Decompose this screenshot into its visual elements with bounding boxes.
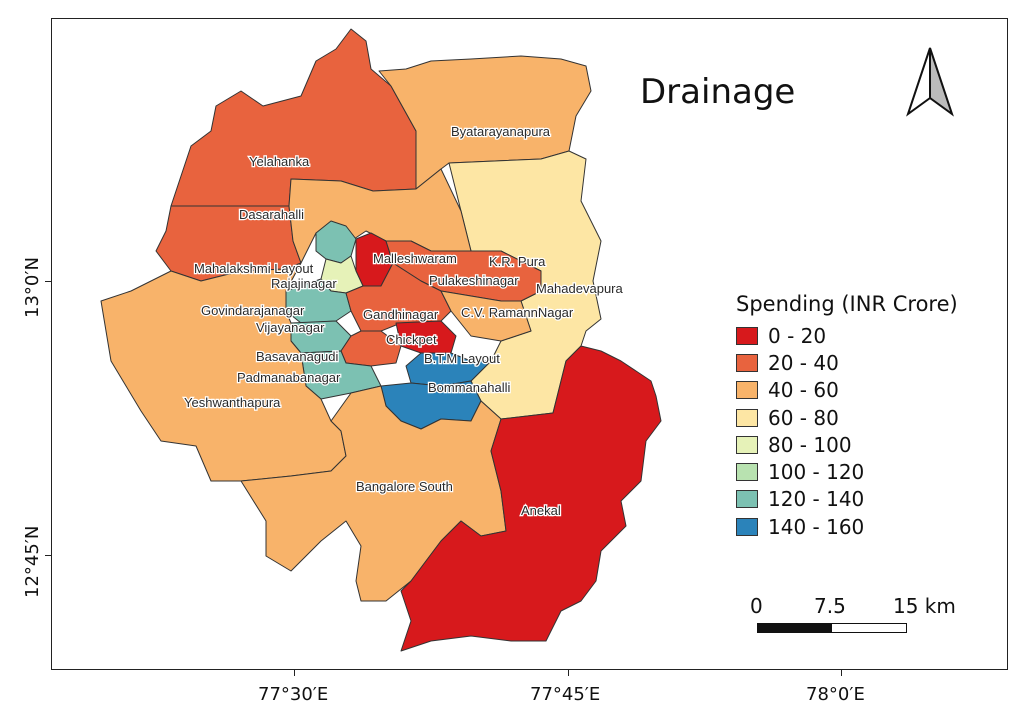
x-tick-mark bbox=[841, 670, 842, 676]
place-label: Mahalakshmi Layout bbox=[194, 261, 314, 276]
legend-item: 100 - 120 bbox=[736, 458, 864, 485]
legend-swatch bbox=[736, 517, 758, 536]
legend-item: 140 - 160 bbox=[736, 513, 864, 540]
y-tick-mark bbox=[45, 555, 51, 556]
region-anekal[interactable] bbox=[400, 345, 662, 652]
legend-swatch bbox=[736, 381, 758, 400]
scale-bar bbox=[757, 623, 907, 633]
place-label: K.R. Pura bbox=[489, 254, 546, 269]
scale-label-0: 0 bbox=[750, 594, 763, 618]
legend-swatch bbox=[736, 408, 758, 427]
x-tick-label: 77°45′E bbox=[530, 684, 601, 705]
place-label: Gandhinagar bbox=[363, 307, 439, 322]
place-label: Yelahanka bbox=[249, 154, 310, 169]
place-label: Padmanabanagar bbox=[237, 370, 341, 385]
place-label: Vijayanagar bbox=[256, 320, 325, 335]
y-tick-label: 13°0′N bbox=[22, 257, 43, 318]
scale-label-mid: 7.5 bbox=[814, 594, 846, 618]
x-tick-label: 78°0′E bbox=[806, 684, 865, 705]
region-cv-ramannagar[interactable] bbox=[440, 290, 532, 342]
legend-label: 100 - 120 bbox=[768, 460, 865, 485]
place-label: Pulakeshinagar bbox=[429, 273, 519, 288]
legend-swatch bbox=[736, 463, 758, 482]
place-label: Bangalore South bbox=[356, 479, 453, 494]
legend-swatch bbox=[736, 435, 758, 454]
place-label: Mahadevapura bbox=[536, 281, 623, 296]
place-label: Basavanagudi bbox=[256, 349, 339, 364]
place-label: Malleshwaram bbox=[373, 251, 457, 266]
x-tick-mark bbox=[568, 670, 569, 676]
place-label: Byatarayanapura bbox=[451, 124, 551, 139]
region-yeshwanthapura[interactable] bbox=[100, 262, 347, 482]
legend-item: 80 - 100 bbox=[736, 431, 864, 458]
legend-label: 140 - 160 bbox=[768, 514, 865, 539]
place-label: C.V. RamannNagar bbox=[461, 305, 574, 320]
place-label: Yeshwanthapura bbox=[184, 395, 281, 410]
legend-swatch bbox=[736, 490, 758, 509]
north-arrow-icon bbox=[906, 47, 954, 117]
place-label: Rajajinagar bbox=[271, 276, 337, 291]
legend-title: Spending (INR Crore) bbox=[736, 292, 958, 316]
region-byatarayanapura[interactable] bbox=[378, 55, 592, 190]
legend-item: 40 - 60 bbox=[736, 377, 864, 404]
legend: 0 - 20 20 - 40 40 - 60 60 - 80 80 - 100 100 -… bbox=[736, 322, 864, 540]
y-tick-mark bbox=[45, 281, 51, 282]
legend-label: 60 - 80 bbox=[768, 405, 839, 430]
x-tick-mark bbox=[294, 670, 295, 676]
legend-item: 20 - 40 bbox=[736, 349, 864, 376]
x-tick-label: 77°30′E bbox=[258, 684, 329, 705]
legend-item: 120 - 140 bbox=[736, 486, 864, 513]
legend-label: 80 - 100 bbox=[768, 432, 852, 457]
scale-label-end: 15 km bbox=[893, 594, 956, 618]
map-frame: Yelahanka Byatarayanapura Dasarahalli Mahal… bbox=[51, 18, 1008, 670]
place-label: Bommanahalli bbox=[428, 380, 510, 395]
map-title: Drainage bbox=[640, 72, 796, 112]
place-label: Chickpet bbox=[386, 332, 437, 347]
place-label: Anekal bbox=[521, 503, 561, 518]
place-label: Govindarajanagar bbox=[201, 303, 305, 318]
legend-swatch bbox=[736, 353, 758, 372]
choropleth-map[interactable]: Yelahanka Byatarayanapura Dasarahalli Mahal… bbox=[52, 19, 1008, 670]
legend-item: 0 - 20 bbox=[736, 322, 864, 349]
legend-label: 0 - 20 bbox=[768, 323, 827, 348]
legend-item: 60 - 80 bbox=[736, 404, 864, 431]
legend-label: 20 - 40 bbox=[768, 350, 839, 375]
legend-label: 120 - 140 bbox=[768, 487, 865, 512]
place-label: Dasarahalli bbox=[239, 207, 304, 222]
place-label: B.T.M Layout bbox=[424, 351, 500, 366]
y-tick-label: 12°45′N bbox=[22, 525, 43, 598]
legend-label: 40 - 60 bbox=[768, 378, 839, 403]
legend-swatch bbox=[736, 326, 758, 345]
